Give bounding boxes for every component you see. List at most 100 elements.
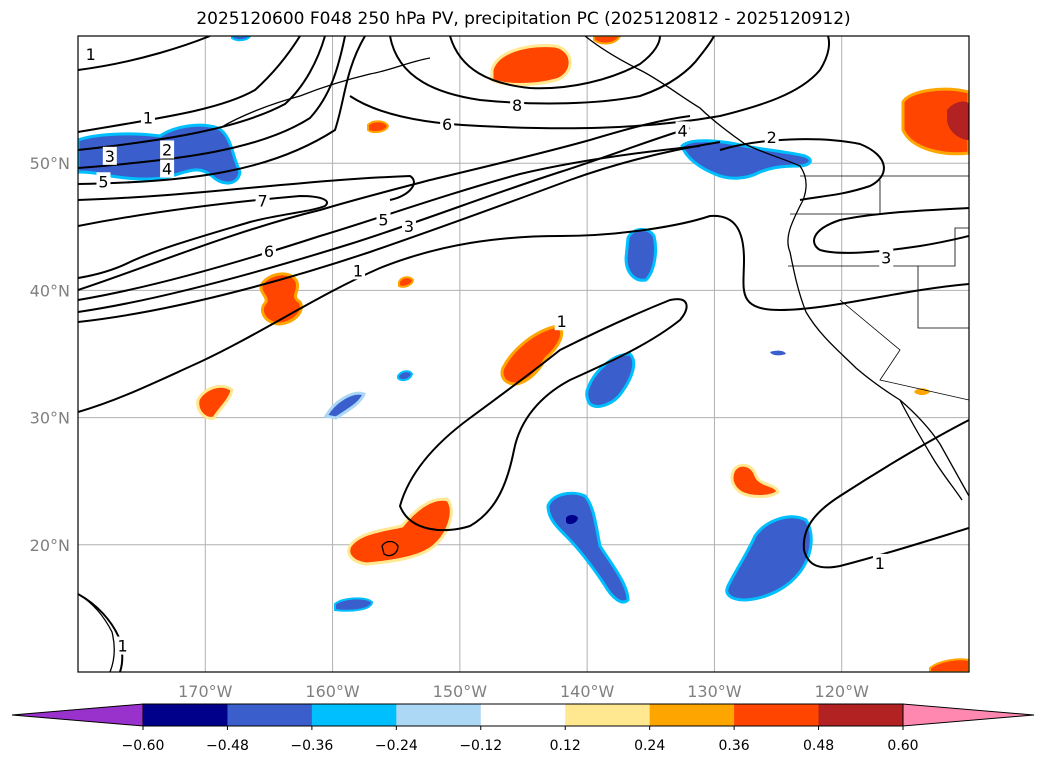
map-title: 2025120600 F048 250 hPa PV, precipitatio…: [196, 9, 851, 29]
pv-contour-3-east: [813, 207, 969, 254]
pv-contour-1-se: [802, 419, 969, 569]
precip-blob-170w: [196, 384, 234, 420]
precip-positive-regions: [196, 36, 969, 672]
latitude-labels: 20°N 30°N 40°N 50°N: [30, 154, 70, 555]
pv-contour-a: [78, 36, 301, 133]
precip-blob-small-north: [367, 120, 390, 134]
lon-tick-label: 130°W: [687, 682, 742, 701]
precip-blob-nw-top: [231, 36, 252, 42]
contour-label-bg: [102, 146, 117, 165]
contour-label-bg: [96, 172, 111, 191]
pv-contour-3: [78, 141, 721, 323]
contour-label-bg: [160, 140, 175, 159]
contour-label-bg: [879, 248, 894, 267]
pv-contour-6: [78, 115, 691, 291]
contour-label: 6: [442, 115, 452, 134]
lon-tick-label: 140°W: [560, 682, 615, 701]
pv-contour-1-loop: [398, 298, 688, 532]
lon-tick-label: 170°W: [178, 682, 233, 701]
hawaii-big-island: [381, 540, 399, 557]
pv-contour-1-south-jet: [78, 214, 969, 413]
precip-blob-125w: [725, 515, 813, 602]
precip-negative-regions: [78, 36, 813, 612]
colorbar-swatch: [818, 704, 904, 726]
colorbar-tick-label: −0.60: [122, 738, 165, 754]
contour-label-bg: [160, 159, 175, 178]
contour-label-bg: [401, 216, 416, 235]
colorbar-tick-label: −0.36: [290, 738, 333, 754]
precip-blob-small-b: [323, 391, 366, 420]
contour-label: 1: [353, 261, 363, 280]
colorbar-swatch: [565, 704, 651, 726]
contour-label: 3: [404, 217, 414, 236]
pv-contour-7: [78, 194, 328, 279]
precip-blob-small-d: [770, 350, 786, 356]
colorbar-swatch: [396, 704, 482, 726]
baja-peninsula: [899, 399, 963, 501]
contour-label: 1: [557, 312, 567, 331]
colorbar-tick-label: 0.36: [719, 738, 750, 754]
precip-blob-165w: [259, 272, 303, 326]
colorbar-tick-label: 0.48: [803, 738, 834, 754]
colorbar-over-triangle: [902, 703, 1035, 727]
precip-blob-small-a: [397, 370, 414, 382]
contour-label-bg: [261, 242, 276, 261]
contour-label-bg: [675, 121, 690, 140]
contour-label-bg: [83, 45, 98, 64]
lat-tick-label: 50°N: [30, 154, 70, 173]
precip-blob-small-c: [334, 597, 374, 612]
lon-tick-label: 120°W: [815, 682, 870, 701]
colorbar-swatch: [480, 704, 566, 726]
contour-label-bg: [255, 191, 270, 210]
colorbar: −0.60 −0.48 −0.36 −0.24 −0.12 0.12 0.24 0.36 0.4…: [11, 703, 1035, 754]
lon-tick-label: 160°W: [305, 682, 360, 701]
contour-label: 1: [143, 109, 153, 128]
precip-blob-vancouver: [680, 139, 812, 180]
contour-label-bg: [141, 108, 156, 127]
colorbar-frame: [142, 703, 904, 727]
precip-blob-hawaii: [347, 497, 453, 566]
precip-blob-142w-core: [566, 515, 578, 525]
contour-label: 2: [162, 140, 172, 159]
colorbar-under-triangle: [11, 703, 144, 727]
contour-label-bg: [440, 115, 455, 134]
lat-tick-label: 20°N: [30, 536, 70, 555]
map-frame: [77, 35, 970, 673]
lat-tick-label: 30°N: [30, 409, 70, 428]
contour-label-bg: [115, 636, 130, 655]
pv-contour-8: [389, 36, 715, 105]
colorbar-swatch: [143, 704, 228, 726]
colorbar-tick-label: 0.24: [634, 738, 665, 754]
colorbar-swatch: [311, 704, 397, 726]
contour-label: 1: [117, 637, 127, 656]
longitude-labels: 170°W 160°W 150°W 140°W 130°W 120°W: [178, 682, 869, 701]
colorbar-tick-label: −0.24: [375, 738, 418, 754]
pv-contour-b: [78, 36, 326, 151]
colorbar-tick-label: 0.12: [550, 738, 581, 754]
contour-label: 1: [875, 554, 885, 573]
pv-contours: [78, 36, 969, 672]
contour-label-bg: [510, 95, 525, 114]
colorbar-swatch: [734, 704, 820, 726]
contour-label: 2: [767, 128, 777, 147]
precip-blob-128w: [730, 463, 780, 498]
contour-label: 3: [105, 147, 115, 166]
precip-blob-ne-core: [947, 101, 969, 140]
alaska-islands: [219, 57, 431, 129]
coastlines: [78, 36, 969, 672]
contour-label: 6: [264, 242, 274, 261]
contour-label: 4: [162, 160, 172, 179]
contour-label: 7: [257, 191, 267, 210]
colorbar-swatch: [649, 704, 735, 726]
pv-contour-d: [78, 36, 366, 185]
contour-label-bg: [554, 312, 569, 331]
precip-blob-se-corner: [929, 658, 969, 672]
lat-tick-label: 40°N: [30, 281, 70, 300]
precip-blob-138w-north: [624, 228, 658, 282]
pv-contour-4: [78, 127, 691, 313]
precip-blob-baja: [914, 388, 930, 395]
contour-label-bg: [376, 210, 391, 229]
precip-blob-145w: [500, 324, 563, 386]
contour-label: 1: [86, 45, 96, 64]
